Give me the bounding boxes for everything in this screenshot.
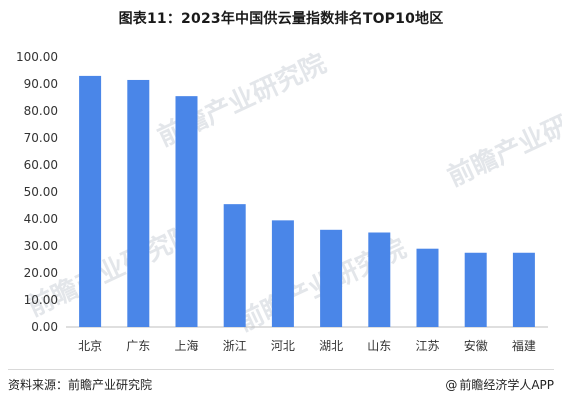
bar — [271, 220, 294, 327]
y-tick-label: 30.00 — [24, 239, 58, 253]
y-tick-label: 40.00 — [24, 212, 58, 226]
y-tick-label: 100.00 — [16, 50, 58, 64]
footer-divider — [8, 369, 554, 370]
bar — [223, 204, 246, 327]
y-tick-label: 60.00 — [24, 158, 58, 172]
x-tick-label: 北京 — [78, 339, 102, 353]
x-tick-label: 浙江 — [223, 339, 247, 353]
chart-title: 图表11：2023年中国供云量指数排名TOP10地区 — [118, 11, 444, 27]
x-tick-label: 湖北 — [319, 338, 343, 353]
at-icon: @ — [445, 377, 458, 392]
bar-chart: 0.00 10.00 20.00 30.00 40.00 50.00 60.00 70.00 8… — [16, 50, 548, 353]
y-tick-label: 10.00 — [24, 293, 58, 307]
source-note: 资料来源：前瞻产业研究院 — [8, 378, 153, 392]
x-tick-label: 安徽 — [464, 338, 488, 353]
y-tick-label: 20.00 — [24, 266, 58, 280]
y-tick-label: 0.00 — [31, 320, 58, 334]
bar — [464, 252, 487, 327]
x-tick-label: 广东 — [126, 339, 150, 353]
x-tick-label: 福建 — [512, 338, 536, 353]
credit-text: 前瞻经济学人APP — [459, 378, 554, 392]
y-tick-label: 90.00 — [24, 77, 58, 91]
x-tick-label: 江苏 — [415, 339, 439, 353]
y-tick-label: 50.00 — [24, 185, 58, 199]
x-tick-label: 河北 — [271, 339, 295, 353]
x-tick-label: 上海 — [174, 338, 198, 353]
bar — [175, 96, 198, 328]
y-tick-label: 70.00 — [24, 131, 58, 145]
bar — [368, 232, 391, 327]
bar — [320, 229, 343, 327]
credit: @ 前瞻经济学人APP — [445, 376, 554, 393]
bar — [79, 75, 102, 328]
y-tick-label: 80.00 — [24, 104, 58, 118]
x-tick-label: 山东 — [367, 339, 391, 353]
bar — [512, 252, 535, 327]
bar — [416, 248, 439, 327]
bar — [127, 79, 150, 327]
